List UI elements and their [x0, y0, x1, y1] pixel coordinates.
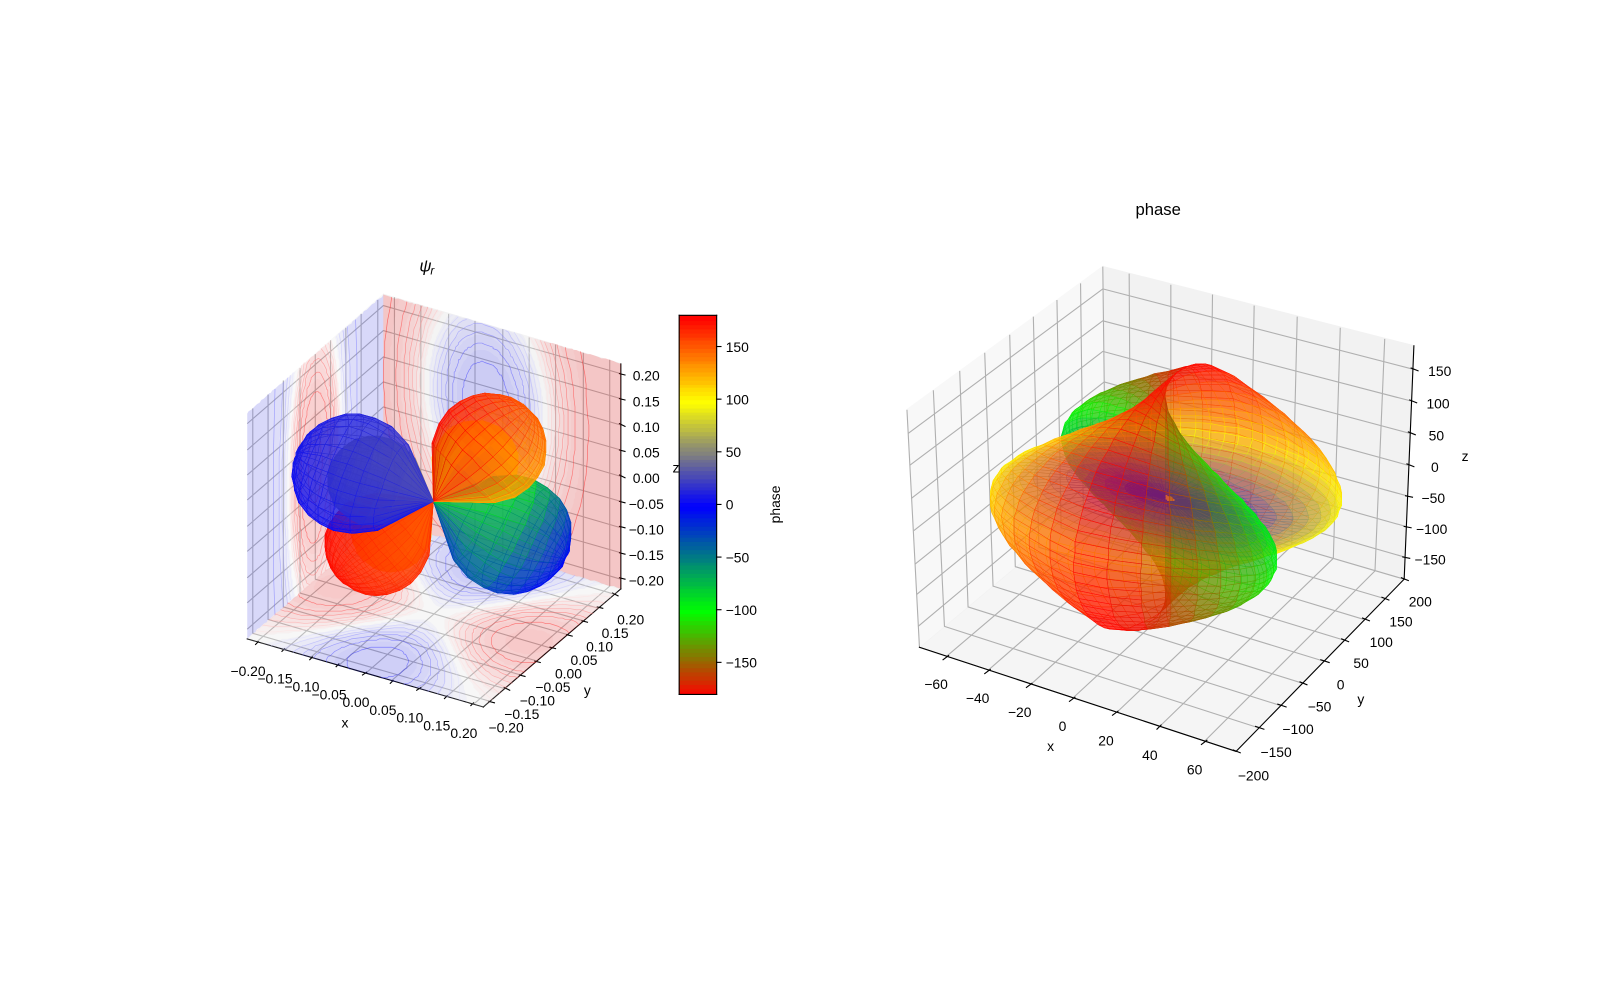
svg-text:−40: −40: [966, 690, 990, 706]
svg-text:−50: −50: [1422, 490, 1446, 506]
svg-text:0: 0: [1431, 459, 1439, 475]
svg-text:150: 150: [1428, 363, 1451, 379]
svg-text:−0.15: −0.15: [504, 706, 539, 722]
svg-text:−0.15: −0.15: [629, 547, 664, 563]
svg-text:0: 0: [726, 497, 734, 513]
svg-text:0.10: 0.10: [396, 710, 423, 726]
svg-text:z: z: [1462, 448, 1469, 464]
svg-text:0.10: 0.10: [586, 639, 613, 655]
svg-text:200: 200: [1409, 593, 1432, 609]
svg-text:−100: −100: [726, 602, 758, 618]
svg-text:−60: −60: [924, 676, 948, 692]
svg-text:−200: −200: [1238, 768, 1270, 784]
svg-text:40: 40: [1142, 747, 1158, 763]
svg-text:−0.05: −0.05: [535, 679, 570, 695]
svg-text:−0.10: −0.10: [520, 693, 555, 709]
svg-text:ψ r: ψ r: [419, 252, 437, 278]
svg-text:100: 100: [726, 391, 749, 407]
svg-text:−0.10: −0.10: [629, 521, 664, 537]
svg-text:−100: −100: [1416, 521, 1448, 537]
svg-text:−50: −50: [1308, 699, 1332, 715]
svg-text:0.15: 0.15: [633, 393, 660, 409]
svg-text:60: 60: [1187, 762, 1203, 778]
svg-text:100: 100: [1426, 395, 1449, 411]
svg-text:y: y: [1357, 691, 1364, 707]
svg-text:0: 0: [1059, 718, 1067, 734]
svg-text:phase: phase: [767, 485, 783, 523]
svg-text:20: 20: [1098, 732, 1114, 748]
svg-text:−50: −50: [726, 549, 750, 565]
svg-text:0.05: 0.05: [571, 652, 598, 668]
svg-text:0: 0: [1337, 676, 1345, 692]
svg-text:−0.20: −0.20: [629, 573, 664, 589]
svg-text:−150: −150: [1415, 551, 1447, 567]
svg-text:x: x: [1047, 738, 1054, 754]
svg-text:−0.05: −0.05: [311, 686, 346, 702]
svg-text:x: x: [342, 715, 349, 731]
svg-text:50: 50: [1353, 655, 1369, 671]
svg-text:0.00: 0.00: [342, 694, 369, 710]
svg-text:−0.20: −0.20: [489, 720, 524, 736]
svg-text:−0.15: −0.15: [257, 671, 292, 687]
svg-text:100: 100: [1370, 634, 1393, 650]
svg-text:0.15: 0.15: [602, 625, 629, 641]
svg-text:0.05: 0.05: [633, 445, 660, 461]
svg-text:0.05: 0.05: [369, 702, 396, 718]
svg-text:0.15: 0.15: [423, 717, 450, 733]
svg-text:−150: −150: [1260, 744, 1292, 760]
svg-text:z: z: [673, 460, 680, 476]
svg-text:−0.20: −0.20: [231, 663, 266, 679]
svg-text:−20: −20: [1008, 704, 1032, 720]
svg-text:150: 150: [726, 339, 749, 355]
svg-text:phase: phase: [1135, 200, 1180, 219]
svg-text:0.20: 0.20: [450, 725, 477, 741]
svg-text:y: y: [584, 682, 591, 698]
svg-text:−100: −100: [1282, 721, 1314, 737]
svg-text:−0.10: −0.10: [284, 679, 319, 695]
svg-text:150: 150: [1389, 613, 1412, 629]
svg-text:0.20: 0.20: [633, 368, 660, 384]
svg-text:0.10: 0.10: [633, 419, 660, 435]
svg-text:0.00: 0.00: [555, 666, 582, 682]
svg-text:50: 50: [726, 444, 742, 460]
svg-text:−150: −150: [726, 655, 758, 671]
svg-text:50: 50: [1429, 427, 1445, 443]
svg-text:0.00: 0.00: [633, 470, 660, 486]
svg-text:0.20: 0.20: [617, 612, 644, 628]
svg-text:−0.05: −0.05: [629, 496, 664, 512]
